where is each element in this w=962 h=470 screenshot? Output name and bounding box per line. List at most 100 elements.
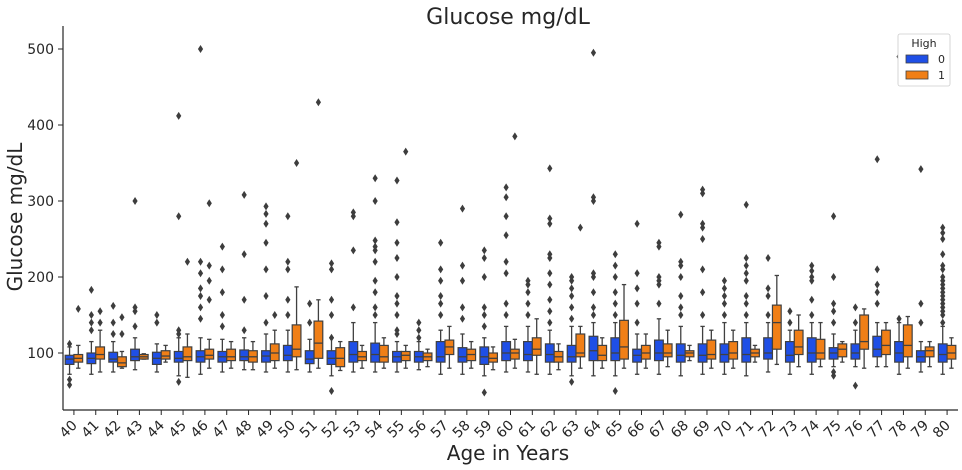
chart-title: Glucose mg/dL — [426, 5, 590, 30]
outlier-point — [241, 250, 247, 259]
outlier-point — [830, 299, 837, 308]
box-series-1 — [182, 346, 193, 362]
outlier-point — [503, 257, 509, 266]
box-series-1 — [924, 346, 935, 358]
outlier-point — [206, 199, 212, 208]
outlier-point — [721, 311, 728, 319]
outlier-point — [547, 214, 553, 223]
outlier-point — [328, 295, 335, 304]
outlier-point — [678, 311, 684, 319]
outlier-point — [678, 273, 684, 281]
outlier-point — [88, 311, 94, 319]
x-tick-label: 55 — [384, 418, 408, 442]
outlier-point — [350, 303, 356, 312]
outlier-point — [590, 311, 597, 319]
x-tick-label: 64 — [581, 417, 605, 441]
outlier-point — [634, 299, 640, 308]
box-series-1 — [204, 348, 215, 360]
outlier-point — [438, 276, 444, 285]
outlier-point — [110, 318, 116, 327]
plot-area: 1002003004005004041424344454647484950515… — [27, 26, 958, 441]
box-series-1 — [160, 350, 171, 360]
outlier-point — [896, 314, 902, 323]
x-tick-label: 52 — [319, 418, 343, 442]
outlier-point — [525, 276, 531, 285]
x-tick-label: 47 — [210, 418, 234, 442]
outlier-point — [110, 330, 116, 338]
outlier-point — [328, 265, 335, 274]
y-tick-label: 200 — [27, 270, 54, 286]
outlier-point — [372, 174, 378, 183]
box-series-0 — [501, 341, 512, 362]
x-tick-label: 42 — [100, 418, 124, 442]
outlier-point — [328, 387, 335, 395]
outlier-point — [416, 326, 422, 335]
box-series-1 — [619, 319, 629, 360]
box-series-0 — [610, 337, 621, 362]
outlier-point — [765, 254, 771, 262]
outlier-point — [525, 288, 531, 297]
box-series-1 — [95, 346, 106, 360]
outlier-point — [503, 193, 509, 202]
box-series-0 — [479, 346, 490, 366]
outlier-point — [219, 322, 225, 331]
box-series-0 — [850, 343, 861, 360]
outlier-point — [503, 212, 509, 221]
box-series-1 — [815, 338, 826, 360]
outlier-point — [577, 223, 583, 232]
outlier-point — [852, 318, 859, 327]
outlier-point — [503, 269, 509, 278]
box-series-1 — [880, 329, 891, 356]
outlier-point — [481, 303, 487, 312]
outlier-point — [197, 303, 204, 312]
outlier-point — [547, 280, 553, 289]
box-series-0 — [872, 335, 883, 358]
outlier-point — [612, 299, 618, 308]
outlier-point — [787, 307, 793, 316]
box-series-0 — [282, 344, 293, 362]
box-series-0 — [326, 350, 337, 366]
outlier-point — [569, 314, 575, 323]
outlier-point — [110, 301, 116, 310]
box-series-1 — [597, 344, 608, 362]
outlier-point — [197, 269, 204, 278]
legend: High 0 1 — [897, 33, 951, 87]
outlier-point — [241, 295, 247, 304]
outlier-point — [197, 257, 204, 266]
outlier-point — [809, 311, 815, 319]
y-axis-title: Glucose mg/dL — [3, 142, 27, 292]
outlier-point — [459, 303, 466, 312]
outlier-point — [285, 311, 291, 319]
outlier-point — [525, 299, 531, 308]
outlier-point — [634, 219, 640, 228]
box-series-1 — [684, 350, 695, 358]
outlier-point — [547, 250, 553, 259]
box-series-1 — [335, 347, 346, 368]
outlier-point — [743, 200, 749, 209]
outlier-point — [438, 299, 444, 308]
outlier-point — [176, 326, 182, 335]
box-series-0 — [588, 335, 599, 362]
x-tick-label: 59 — [472, 418, 496, 442]
outlier-point — [394, 292, 400, 300]
outlier-point — [590, 269, 597, 278]
outlier-point — [197, 284, 204, 293]
outlier-point — [656, 299, 662, 308]
outlier-point — [678, 257, 684, 266]
outlier-point — [940, 318, 946, 327]
outlier-point — [372, 242, 378, 251]
outlier-point — [438, 311, 444, 319]
outlier-point — [481, 322, 487, 331]
outlier-point — [503, 311, 509, 319]
outlier-point — [197, 314, 204, 323]
outlier-point — [176, 212, 182, 221]
x-tick-label: 43 — [122, 418, 146, 442]
outlier-point — [416, 318, 422, 327]
box-series-0 — [719, 343, 730, 363]
outlier-point — [874, 265, 880, 274]
legend-swatch-0 — [905, 54, 929, 64]
outlier-point — [66, 375, 73, 384]
box-series-1 — [706, 339, 717, 360]
box-series-1 — [226, 348, 237, 362]
outlier-point — [721, 292, 728, 300]
